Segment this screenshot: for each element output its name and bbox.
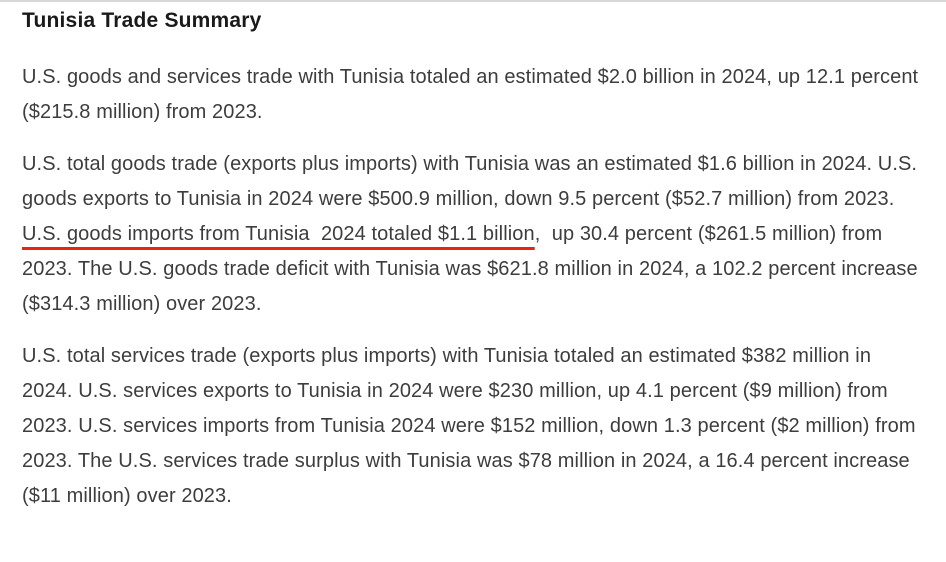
paragraph-goods-trade: U.S. total goods trade (exports plus imp…: [22, 147, 922, 322]
paragraph-goods-and-services-total: U.S. goods and services trade with Tunis…: [22, 66, 924, 123]
page-title: Tunisia Trade Summary: [22, 9, 262, 32]
goods-trade-text-before-highlight: U.S. total goods trade (exports plus imp…: [22, 153, 923, 210]
goods-imports-red-underlined-text: U.S. goods imports from Tunisia 2024 tot…: [22, 223, 535, 245]
paragraph-services-trade: U.S. total services trade (exports plus …: [22, 345, 922, 507]
goods-trade-text-after-highlight: , up 30.4 percent ($261.5 million) from …: [22, 223, 924, 315]
